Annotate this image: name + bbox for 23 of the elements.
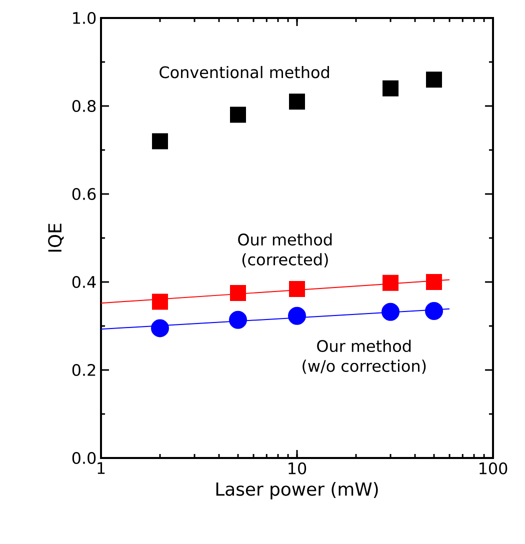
x-tick-label: 100 — [480, 462, 508, 474]
y-tick-label: 0.8 — [72, 100, 96, 112]
point — [152, 133, 168, 150]
y-tick-label: 1.0 — [73, 12, 96, 24]
x-axis-title: Laser power (mW) — [216, 482, 378, 500]
y-tick-label: 0.0 — [72, 452, 96, 464]
y-tick-label: 0.2 — [72, 364, 96, 376]
point — [289, 281, 306, 298]
x-tick-label: 10 — [288, 462, 306, 474]
y-tick-label: 0.4 — [72, 276, 96, 288]
point — [425, 302, 444, 320]
series-label: Conventional method — [160, 66, 329, 78]
series-label: Our method (corrected) — [238, 233, 332, 268]
x-tick-label: 1 — [98, 462, 105, 474]
y-axis-title: IQE — [48, 224, 64, 252]
point — [288, 306, 306, 325]
y-tick-label: 0.6 — [72, 188, 96, 200]
point — [426, 72, 442, 88]
point — [150, 319, 169, 338]
series-label: Our method (w/o correction) — [302, 340, 426, 374]
point — [426, 274, 442, 290]
point — [289, 94, 306, 110]
point — [152, 294, 168, 310]
